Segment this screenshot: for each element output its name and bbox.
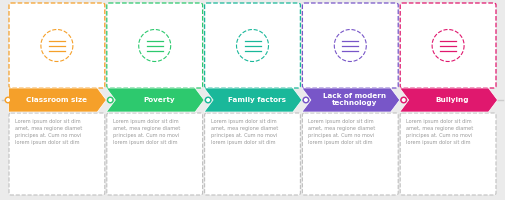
Circle shape bbox=[207, 99, 210, 101]
FancyBboxPatch shape bbox=[205, 3, 300, 88]
Text: Lorem ipsum dolor sit dim
amet, mea regione diamet
principes at. Cum no movi
lor: Lorem ipsum dolor sit dim amet, mea regi… bbox=[113, 119, 180, 145]
Text: Classroom size: Classroom size bbox=[26, 97, 87, 103]
Text: Bullying: Bullying bbox=[436, 97, 469, 103]
Circle shape bbox=[303, 97, 309, 103]
Circle shape bbox=[108, 97, 113, 103]
Polygon shape bbox=[204, 88, 302, 112]
FancyBboxPatch shape bbox=[205, 113, 300, 195]
Text: Lorem ipsum dolor sit dim
amet, mea regione diamet
principes at. Cum no movi
lor: Lorem ipsum dolor sit dim amet, mea regi… bbox=[309, 119, 376, 145]
Text: Lorem ipsum dolor sit dim
amet, mea regione diamet
principes at. Cum no movi
lor: Lorem ipsum dolor sit dim amet, mea regi… bbox=[406, 119, 474, 145]
FancyBboxPatch shape bbox=[107, 3, 203, 88]
Polygon shape bbox=[106, 88, 204, 112]
FancyBboxPatch shape bbox=[400, 113, 496, 195]
Polygon shape bbox=[399, 88, 497, 112]
Circle shape bbox=[5, 97, 11, 103]
Text: Lorem ipsum dolor sit dim
amet, mea regione diamet
principes at. Cum no movi
lor: Lorem ipsum dolor sit dim amet, mea regi… bbox=[211, 119, 278, 145]
FancyBboxPatch shape bbox=[400, 3, 496, 88]
Circle shape bbox=[109, 99, 112, 101]
Text: Lack of modern
technology: Lack of modern technology bbox=[323, 94, 386, 106]
Text: Family factors: Family factors bbox=[228, 97, 286, 103]
Polygon shape bbox=[9, 88, 106, 112]
Circle shape bbox=[305, 99, 307, 101]
FancyBboxPatch shape bbox=[9, 113, 105, 195]
FancyBboxPatch shape bbox=[302, 3, 398, 88]
Polygon shape bbox=[302, 88, 399, 112]
Text: Lorem ipsum dolor sit dim
amet, mea regione diamet
principes at. Cum no movi
lor: Lorem ipsum dolor sit dim amet, mea regi… bbox=[15, 119, 82, 145]
FancyBboxPatch shape bbox=[302, 113, 398, 195]
FancyBboxPatch shape bbox=[107, 113, 203, 195]
Circle shape bbox=[7, 99, 9, 101]
FancyBboxPatch shape bbox=[9, 3, 105, 88]
Text: Poverty: Poverty bbox=[143, 97, 175, 103]
Circle shape bbox=[402, 99, 405, 101]
Circle shape bbox=[401, 97, 407, 103]
Circle shape bbox=[206, 97, 211, 103]
